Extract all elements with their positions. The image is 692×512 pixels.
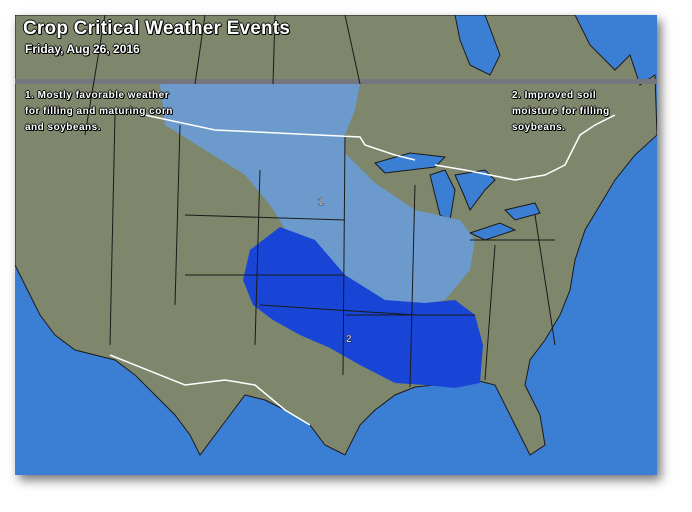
note-region-2: 2. Improved soil moisture for filling so… <box>512 90 610 133</box>
region-2-area <box>243 227 483 388</box>
state-borders <box>84 15 556 388</box>
map-title: Crop Critical Weather Events <box>23 18 291 39</box>
map-date: Friday, Aug 26, 2016 <box>25 42 140 56</box>
us-mexico-border <box>109 354 311 426</box>
map-graphic: 1 2 <box>15 15 657 475</box>
weather-map: 1 2 Crop Critical Weather Events Friday,… <box>15 15 657 475</box>
region-2-label: 2 <box>346 334 352 345</box>
us-canada-border <box>144 114 616 181</box>
region-1-area <box>160 84 475 305</box>
note-region-1: 1. Mostly favorable weather for filling … <box>25 90 173 133</box>
region-1-label: 1 <box>318 197 324 208</box>
hudson-bay <box>454 15 501 76</box>
header-divider <box>15 79 657 84</box>
